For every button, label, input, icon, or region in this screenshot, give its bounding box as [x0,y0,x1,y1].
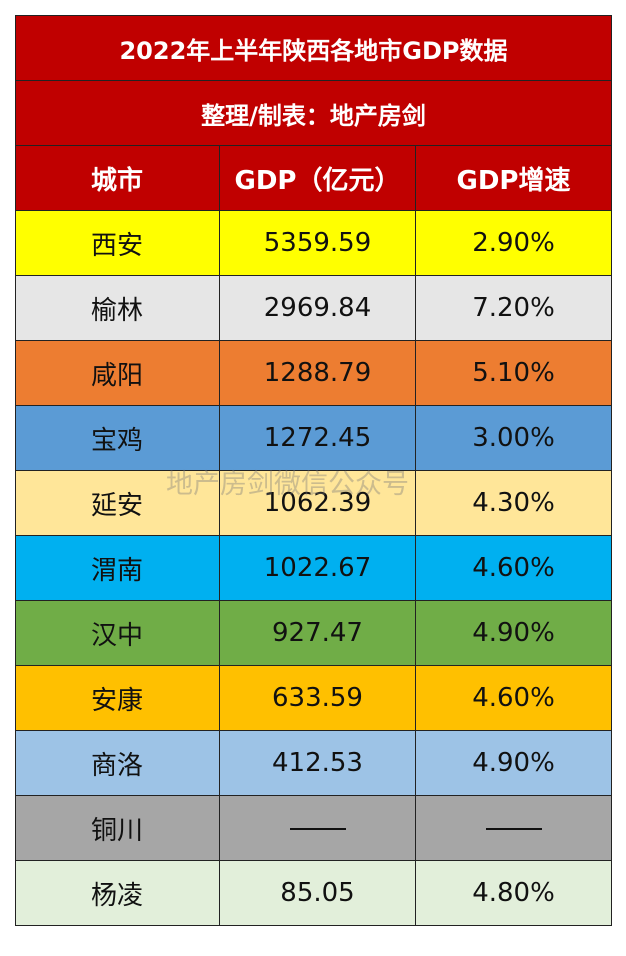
growth-cell: 2.90% [415,210,612,276]
gdp-table: 2022年上半年陕西各地市GDP数据 整理/制表：地产房剑 城市 GDP（亿元）… [15,15,612,926]
table-title: 2022年上半年陕西各地市GDP数据 [15,15,612,81]
table-subtitle: 整理/制表：地产房剑 [15,80,612,146]
gdp-cell: 1288.79 [219,340,416,406]
city-cell: 汉中 [15,600,220,666]
gdp-cell: 1062.39 [219,470,416,536]
city-cell: 西安 [15,210,220,276]
table-row: 汉中 927.47 4.90% [15,600,612,666]
subtitle-row: 整理/制表：地产房剑 [15,80,612,146]
table-row: 榆林 2969.84 7.20% [15,275,612,341]
table-row: 西安 5359.59 2.90% [15,210,612,276]
title-row: 2022年上半年陕西各地市GDP数据 [15,15,612,81]
gdp-cell: 927.47 [219,600,416,666]
table-row: 安康 633.59 4.60% [15,665,612,731]
gdp-cell: 633.59 [219,665,416,731]
city-cell: 宝鸡 [15,405,220,471]
gdp-cell: 412.53 [219,730,416,796]
growth-cell: 5.10% [415,340,612,406]
header-growth: GDP增速 [415,145,612,211]
city-cell: 延安 [15,470,220,536]
city-cell: 铜川 [15,795,220,861]
gdp-table-container: 2022年上半年陕西各地市GDP数据 整理/制表：地产房剑 城市 GDP（亿元）… [15,15,612,926]
city-cell: 榆林 [15,275,220,341]
header-gdp: GDP（亿元） [219,145,416,211]
growth-cell: 3.00% [415,405,612,471]
growth-cell: 7.20% [415,275,612,341]
gdp-cell: 85.05 [219,860,416,926]
table-row: 宝鸡 1272.45 3.00% [15,405,612,471]
table-row: 杨凌 85.05 4.80% [15,860,612,926]
city-cell: 商洛 [15,730,220,796]
no-data-dash [485,827,542,830]
table-row: 商洛 412.53 4.90% [15,730,612,796]
growth-cell [415,795,612,861]
gdp-cell [219,795,416,861]
growth-cell: 4.90% [415,600,612,666]
city-cell: 安康 [15,665,220,731]
growth-cell: 4.60% [415,535,612,601]
city-cell: 咸阳 [15,340,220,406]
growth-cell: 4.90% [415,730,612,796]
gdp-cell: 2969.84 [219,275,416,341]
gdp-cell: 5359.59 [219,210,416,276]
no-data-dash [289,827,346,830]
city-cell: 渭南 [15,535,220,601]
table-row: 渭南 1022.67 4.60% [15,535,612,601]
table-row: 铜川 [15,795,612,861]
growth-cell: 4.60% [415,665,612,731]
table-row: 咸阳 1288.79 5.10% [15,340,612,406]
gdp-cell: 1272.45 [219,405,416,471]
gdp-cell: 1022.67 [219,535,416,601]
city-cell: 杨凌 [15,860,220,926]
growth-cell: 4.80% [415,860,612,926]
growth-cell: 4.30% [415,470,612,536]
header-row: 城市 GDP（亿元） GDP增速 [15,145,612,211]
table-row: 延安 1062.39 4.30% [15,470,612,536]
header-city: 城市 [15,145,220,211]
